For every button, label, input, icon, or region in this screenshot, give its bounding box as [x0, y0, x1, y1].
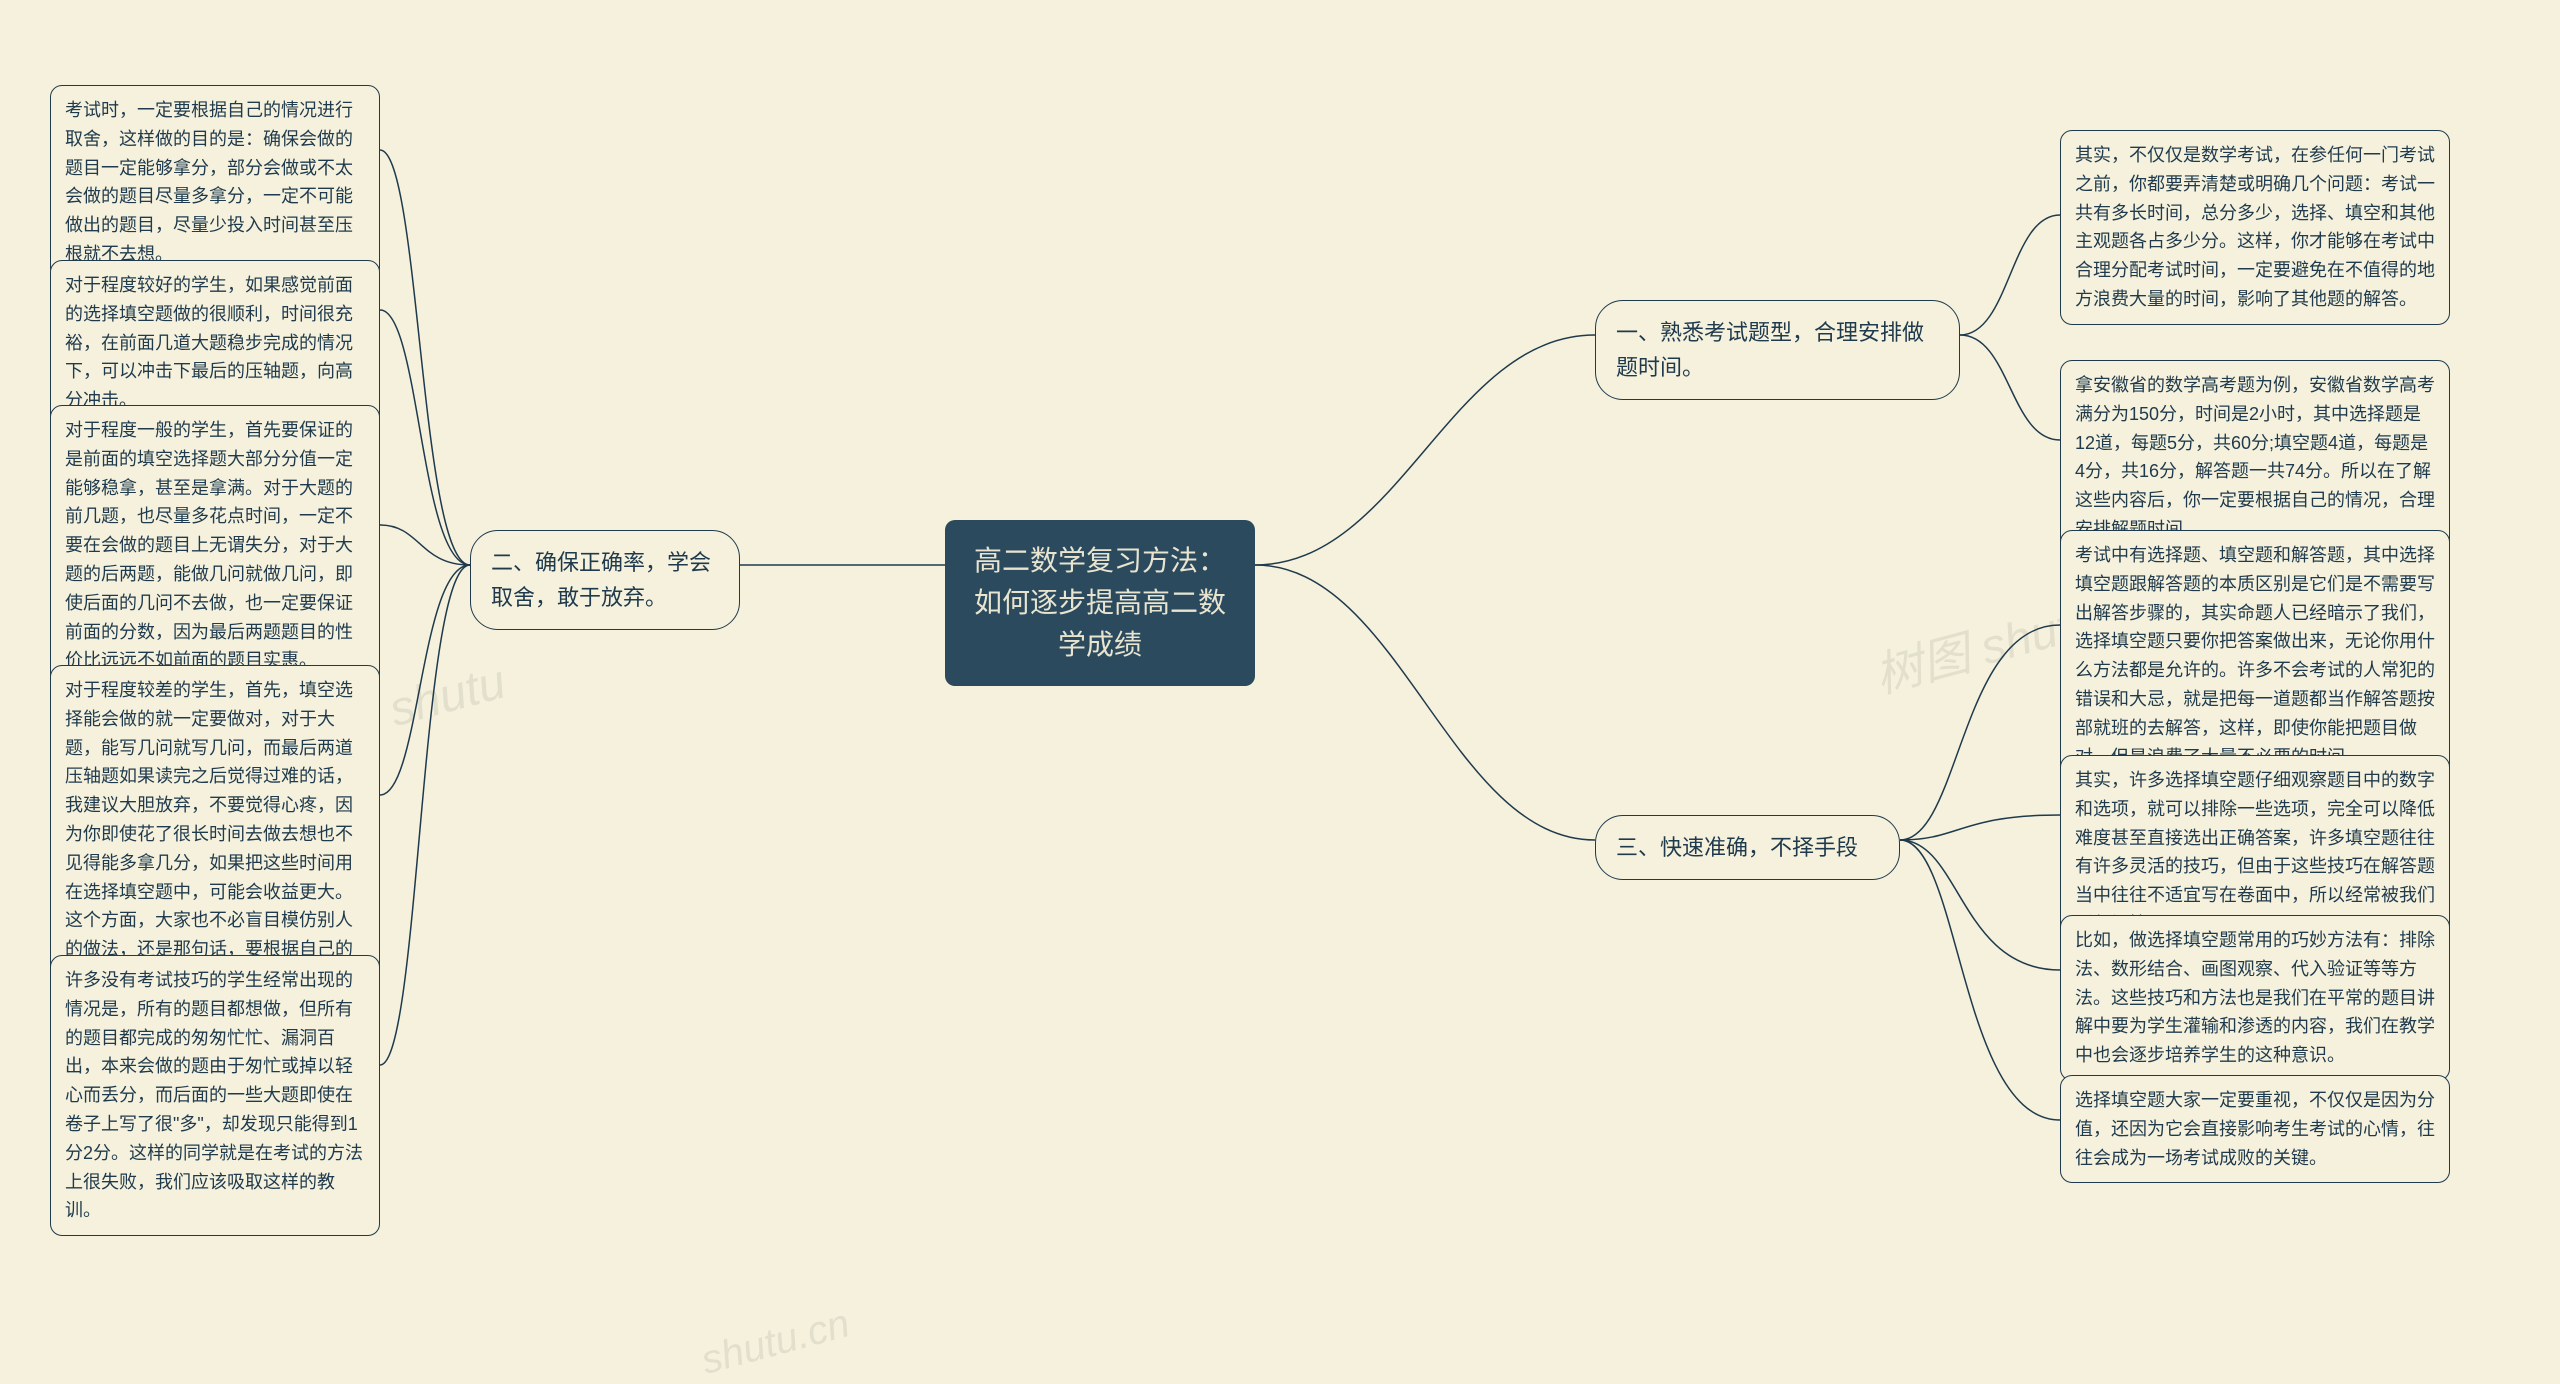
- branch-2-leaf-3: 对于程度一般的学生，首先要保证的是前面的填空选择题大部分分值一定能够稳拿，甚至是…: [50, 405, 380, 686]
- branch-2-leaf-5: 许多没有考试技巧的学生经常出现的情况是，所有的题目都想做，但所有的题目都完成的匆…: [50, 955, 380, 1236]
- branch-1: 一、熟悉考试题型，合理安排做题时间。: [1595, 300, 1960, 400]
- watermark: shutu.cn: [697, 1301, 855, 1384]
- branch-1-leaf-2: 拿安徽省的数学高考题为例，安徽省数学高考满分为150分，时间是2小时，其中选择题…: [2060, 360, 2450, 555]
- branch-3-leaf-3: 比如，做选择填空题常用的巧妙方法有：排除法、数形结合、画图观察、代入验证等等方法…: [2060, 915, 2450, 1081]
- branch-3-leaf-4: 选择填空题大家一定要重视，不仅仅是因为分值，还因为它会直接影响考生考试的心情，往…: [2060, 1075, 2450, 1183]
- branch-3: 三、快速准确，不择手段: [1595, 815, 1900, 880]
- branch-2-leaf-1: 考试时，一定要根据自己的情况进行取舍，这样做的目的是：确保会做的题目一定能够拿分…: [50, 85, 380, 280]
- mindmap-center: 高二数学复习方法：如何逐步提高高二数学成绩: [945, 520, 1255, 686]
- branch-2: 二、确保正确率，学会取舍，敢于放弃。: [470, 530, 740, 630]
- branch-2-leaf-2: 对于程度较好的学生，如果感觉前面的选择填空题做的很顺利，时间很充裕，在前面几道大…: [50, 260, 380, 426]
- branch-2-leaf-4: 对于程度较差的学生，首先，填空选择能会做的就一定要做对，对于大题，能写几问就写几…: [50, 665, 380, 1004]
- branch-3-leaf-1: 考试中有选择题、填空题和解答题，其中选择填空题跟解答题的本质区别是它们是不需要写…: [2060, 530, 2450, 782]
- branch-1-leaf-1: 其实，不仅仅是数学考试，在参任何一门考试之前，你都要弄清楚或明确几个问题：考试一…: [2060, 130, 2450, 325]
